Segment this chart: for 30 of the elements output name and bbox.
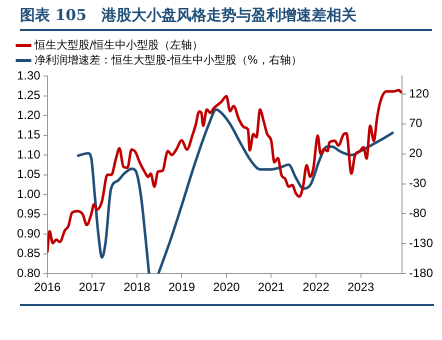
y-tick-label: 1.00 [16, 186, 41, 201]
y-tick-label: 1.25 [16, 88, 41, 102]
x-tick-label: 2016 [34, 280, 62, 294]
x-tick-label: 2021 [258, 280, 285, 294]
y2-tick-label: 20 [408, 146, 423, 160]
y-tick-label: 0.80 [16, 266, 41, 280]
chart-title: 图表 105 港股大小盘风格走势与盈利增速差相关 [20, 6, 432, 31]
line-series [47, 88, 402, 254]
x-tick-label: 2019 [168, 280, 196, 294]
x-tick-label: 2020 [213, 280, 240, 294]
y2-tick-label: 70 [408, 116, 423, 130]
y-tick-label: 1.30 [16, 68, 41, 82]
x-tick-label: 2017 [78, 280, 106, 294]
y2-tick-label: -180 [408, 266, 434, 280]
y-tick-label: 1.10 [16, 147, 41, 162]
y-tick-label: 0.95 [16, 206, 41, 221]
y2-tick-label: -80 [408, 206, 427, 220]
y-tick-label: 1.20 [16, 108, 41, 122]
y-tick-label: 0.85 [16, 246, 41, 260]
x-tick-label: 2022 [302, 280, 330, 294]
y-tick-label: 1.05 [16, 167, 41, 182]
y2-tick-label: 120 [408, 86, 430, 100]
legend-label: 恒生大型股/恒生中小型股（左轴） [34, 38, 204, 52]
y-tick-label: 0.90 [16, 226, 41, 240]
y-tick-label: 1.15 [16, 128, 41, 142]
y2-tick-label: -30 [408, 176, 427, 190]
y2-tick-label: -130 [408, 236, 434, 250]
x-tick-label: 2018 [124, 280, 151, 294]
legend-label: 净利润增速差：恒生大型股-恒生中小型股（%，右轴） [34, 53, 302, 66]
x-tick-label: 2023 [347, 280, 374, 294]
